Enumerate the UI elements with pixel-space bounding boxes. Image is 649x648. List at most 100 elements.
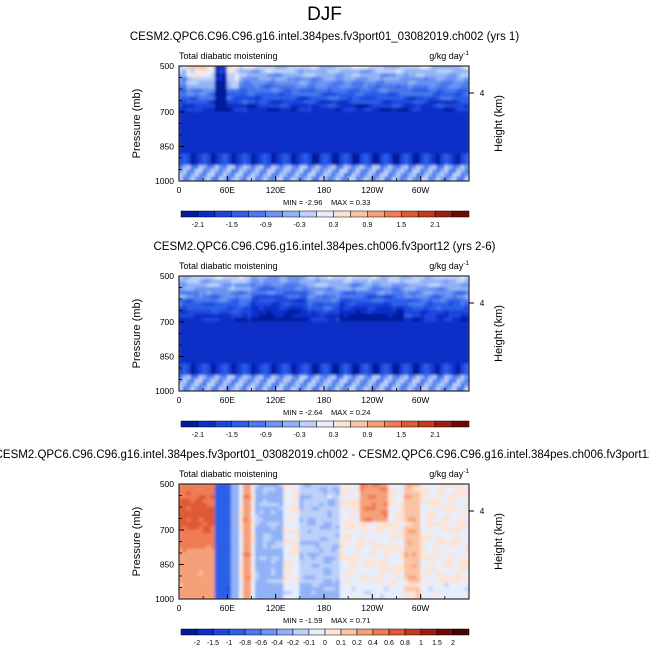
heatmap-cell [355, 498, 361, 504]
heatmap-cell [371, 96, 377, 101]
heatmap-cell [396, 321, 402, 327]
heatmap-cell [291, 329, 297, 334]
heatmap-cell [351, 123, 357, 128]
heatmap-cell [335, 356, 341, 361]
heatmap-cell [202, 165, 208, 170]
heatmap-cell [363, 498, 369, 504]
heatmap-cell [412, 356, 418, 361]
heatmap-cell [351, 115, 357, 121]
heatmap-cell [432, 491, 438, 496]
heatmap-cell [218, 283, 224, 288]
heatmap-cell [460, 119, 466, 124]
heatmap-cell [400, 123, 406, 128]
heatmap-cell [424, 375, 430, 380]
heatmap-cell [444, 119, 450, 124]
heatmap-cell [404, 298, 410, 304]
heatmap-cell [452, 73, 458, 78]
heatmap-cell [387, 123, 393, 128]
heatmap-cell [226, 69, 232, 75]
heatmap-cell [238, 123, 244, 128]
heatmap-cell [343, 298, 349, 304]
heatmap-cell [363, 325, 369, 331]
x-tick-label: 120E [266, 185, 286, 195]
heatmap-cell [391, 172, 397, 178]
heatmap-cell [371, 375, 377, 380]
heatmap-cell [242, 96, 248, 101]
heatmap-cell [283, 100, 289, 105]
heatmap-cell [351, 356, 357, 361]
heatmap-cell [375, 165, 381, 170]
heatmap-cell [432, 146, 438, 151]
heatmap-cell [359, 73, 365, 78]
heatmap-cell [259, 103, 265, 109]
heatmap-cell [464, 352, 469, 357]
heatmap-cell [291, 317, 297, 323]
heatmap-cell [242, 379, 248, 384]
heatmap-cell [355, 379, 361, 384]
heatmap-cell [179, 495, 184, 500]
heatmap-cell [214, 142, 220, 147]
heatmap-cell [383, 276, 389, 281]
heatmap-cell [246, 146, 252, 151]
heatmap-cell [279, 100, 285, 105]
heatmap-cell [279, 313, 285, 319]
heatmap-cell [408, 115, 414, 121]
heatmap-cell [315, 69, 321, 75]
heatmap-cell [283, 502, 289, 508]
heatmap-cell [267, 142, 273, 147]
heatmap-cell [307, 379, 313, 384]
heatmap-cell [351, 172, 357, 178]
heatmap-cell [444, 107, 450, 113]
heatmap-cell [359, 276, 365, 281]
heatmap-cell [303, 103, 309, 109]
heatmap-cell [391, 367, 397, 373]
heatmap-cell [379, 344, 385, 350]
heatmap-cell [230, 287, 236, 292]
heatmap-cell [436, 119, 442, 124]
heatmap-cell [242, 169, 248, 174]
heatmap-cell [279, 294, 285, 300]
heatmap-cell [295, 502, 301, 508]
heatmap-cell [335, 367, 341, 373]
heatmap-cell [436, 107, 442, 113]
heatmap-cell [400, 340, 406, 346]
heatmap-cell [234, 287, 240, 292]
heatmap-cell [206, 317, 212, 323]
heatmap-cell [347, 88, 353, 94]
heatmap-cell [371, 344, 377, 350]
heatmap-cell [179, 367, 184, 373]
heatmap-cell [218, 484, 224, 489]
heatmap-cell [226, 161, 232, 167]
heatmap-cell [323, 279, 329, 285]
heatmap-cell [230, 340, 236, 346]
heatmap-cell [291, 340, 297, 346]
heatmap-cell [303, 359, 309, 365]
heatmap-cell [311, 287, 317, 292]
heatmap-cell [198, 363, 204, 369]
heatmap-cell [238, 487, 244, 493]
heatmap-cell [271, 484, 277, 489]
heatmap-cell [238, 498, 244, 504]
heatmap-cell [367, 367, 373, 373]
heatmap-cell [291, 359, 297, 365]
heatmap-cell [279, 126, 285, 132]
heatmap-cell [367, 165, 373, 170]
heatmap-cell [448, 363, 454, 369]
heatmap-cell [460, 302, 466, 308]
heatmap-cell [408, 379, 414, 384]
heatmap-cell [400, 386, 406, 391]
heatmap-cell [186, 367, 192, 373]
heatmap-cell [190, 146, 196, 151]
heatmap-cell [396, 382, 402, 388]
heatmap-cell [186, 88, 192, 94]
heatmap-cell [391, 352, 397, 357]
heatmap-cell [259, 119, 265, 124]
heatmap-cell [182, 336, 188, 342]
heatmap-cell [271, 321, 277, 327]
heatmap-cell [206, 276, 212, 281]
heatmap-cell [287, 310, 293, 315]
heatmap-cell [448, 73, 454, 78]
heatmap-cell [383, 66, 389, 71]
heatmap-cell [383, 107, 389, 113]
heatmap-cell [420, 506, 426, 512]
